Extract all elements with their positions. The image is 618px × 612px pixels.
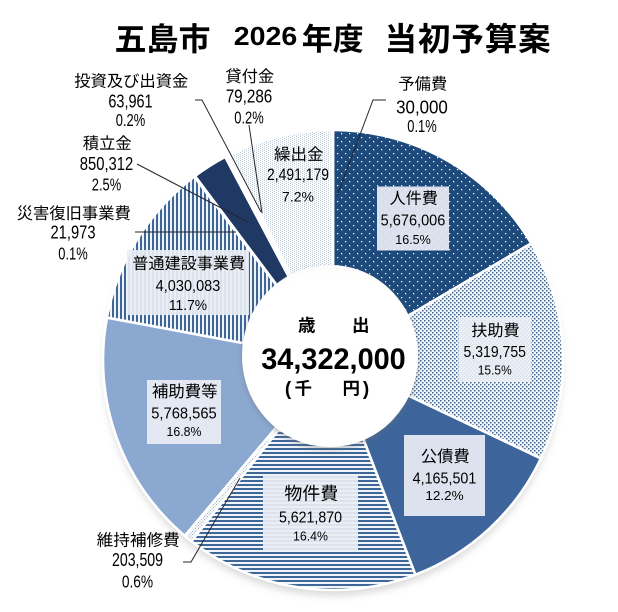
svg-text:0.2%: 0.2% [116, 110, 145, 130]
svg-text:2026: 2026 [234, 21, 298, 51]
svg-text:850,312: 850,312 [80, 153, 133, 174]
svg-text:16.5%: 16.5% [395, 232, 431, 247]
svg-text:5,621,870: 5,621,870 [279, 510, 342, 527]
svg-text:21,973: 21,973 [51, 222, 96, 243]
svg-text:0.6%: 0.6% [122, 571, 153, 591]
svg-text:): ) [363, 379, 369, 400]
svg-text:30,000: 30,000 [396, 97, 448, 118]
svg-text:4,030,083: 4,030,083 [156, 278, 221, 295]
svg-text:0.1%: 0.1% [58, 243, 87, 263]
svg-text:0.2%: 0.2% [234, 107, 263, 127]
svg-text:63,961: 63,961 [108, 91, 152, 112]
svg-text:5,768,565: 5,768,565 [151, 406, 217, 423]
svg-text:0.1%: 0.1% [407, 116, 436, 136]
svg-text:2,491,179: 2,491,179 [267, 165, 329, 184]
svg-text:11.7%: 11.7% [169, 297, 207, 314]
svg-text:34,322,000: 34,322,000 [261, 343, 406, 376]
svg-text:203,509: 203,509 [112, 549, 163, 570]
svg-text:15.5%: 15.5% [478, 363, 512, 378]
svg-text:16.4%: 16.4% [293, 529, 328, 544]
svg-text:2.5%: 2.5% [92, 174, 121, 194]
svg-text:5,319,755: 5,319,755 [464, 344, 526, 361]
svg-text:12.2%: 12.2% [425, 488, 464, 503]
svg-text:(: ( [285, 379, 292, 400]
svg-text:7.2%: 7.2% [282, 189, 314, 205]
svg-text:16.8%: 16.8% [167, 424, 202, 439]
svg-text:79,286: 79,286 [226, 86, 273, 107]
svg-text:4,165,501: 4,165,501 [413, 471, 477, 488]
svg-text:5,676,006: 5,676,006 [381, 213, 446, 230]
